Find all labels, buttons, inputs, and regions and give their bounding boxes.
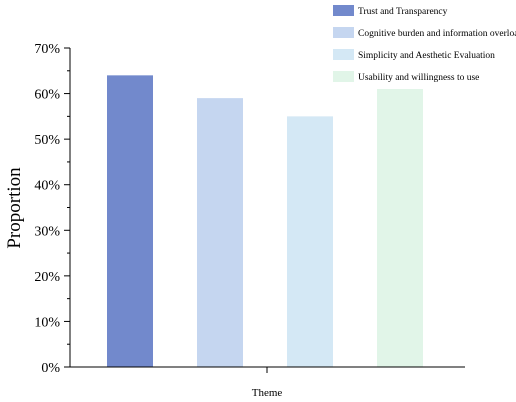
legend-label: Cognitive burden and information overloa… — [358, 28, 516, 39]
legend-swatch — [333, 27, 354, 38]
y-tick-label: 10% — [34, 315, 60, 330]
bars — [107, 75, 423, 367]
bar — [197, 98, 243, 367]
bar — [377, 89, 423, 367]
x-axis-title: Theme — [252, 387, 283, 399]
y-tick-label: 50% — [34, 133, 60, 148]
legend-swatch — [333, 49, 354, 60]
y-tick-label: 40% — [34, 179, 60, 194]
legend-label: Usability and willingness to use — [358, 73, 479, 83]
y-tick-label: 20% — [34, 270, 60, 285]
bar — [287, 116, 333, 367]
y-tick-label: 30% — [34, 224, 60, 239]
y-ticks: 0% 10% 20% 30% 40% 50% 60% 70% — [34, 42, 70, 376]
y-tick-label: 70% — [34, 42, 60, 57]
legend-swatch — [333, 71, 354, 82]
legend-label: Trust and Transparency — [358, 7, 448, 17]
y-axis-title: Proportion — [4, 167, 25, 249]
y-tick-label: 0% — [41, 361, 60, 376]
y-tick-label: 60% — [34, 88, 60, 103]
legend: Trust and Transparency Cognitive burden a… — [333, 5, 516, 83]
legend-label: Simplicity and Aesthetic Evaluation — [358, 51, 495, 61]
legend-swatch — [333, 5, 354, 16]
bar — [107, 75, 153, 367]
